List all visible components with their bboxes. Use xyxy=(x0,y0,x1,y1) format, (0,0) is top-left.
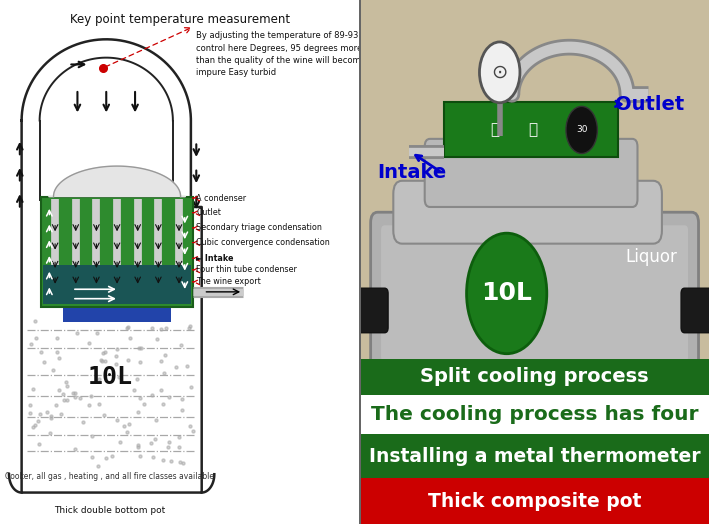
Text: Outlet: Outlet xyxy=(196,208,221,217)
Text: By adjusting the temperature of 89-93 fire
control here Degrees, 95 degrees more: By adjusting the temperature of 89-93 fi… xyxy=(196,31,375,77)
Text: Four thin tube condenser: Four thin tube condenser xyxy=(196,265,297,275)
Bar xyxy=(41,196,193,307)
Polygon shape xyxy=(49,166,186,196)
Bar xyxy=(360,478,709,524)
FancyBboxPatch shape xyxy=(357,288,388,333)
FancyBboxPatch shape xyxy=(681,288,709,333)
Circle shape xyxy=(467,233,547,354)
Text: The cooling process has four: The cooling process has four xyxy=(371,405,698,424)
Bar xyxy=(43,265,191,304)
FancyBboxPatch shape xyxy=(393,181,662,244)
Text: Cooker, all gas , heating , and all fire classes available: Cooker, all gas , heating , and all fire… xyxy=(6,472,214,482)
Bar xyxy=(360,359,709,395)
Bar xyxy=(360,434,709,478)
Text: 王: 王 xyxy=(528,123,537,137)
Bar xyxy=(63,308,171,322)
Text: Key point temperature measurement: Key point temperature measurement xyxy=(70,13,290,26)
Text: The wine export: The wine export xyxy=(196,277,261,287)
Text: Secondary triage condensation: Secondary triage condensation xyxy=(196,223,322,233)
FancyBboxPatch shape xyxy=(381,225,688,362)
Circle shape xyxy=(479,42,520,103)
Text: Split cooling process: Split cooling process xyxy=(420,367,649,386)
Bar xyxy=(360,395,709,434)
Circle shape xyxy=(566,106,598,154)
Text: Installing a metal thermometer: Installing a metal thermometer xyxy=(369,446,700,466)
Text: Thick composite pot: Thick composite pot xyxy=(428,492,641,511)
Text: Cubic convergence condensation: Cubic convergence condensation xyxy=(196,238,330,247)
Text: Outlet: Outlet xyxy=(615,95,684,114)
Text: 酒: 酒 xyxy=(490,123,499,137)
Text: ⊙: ⊙ xyxy=(491,63,508,82)
Text: 10L: 10L xyxy=(481,281,532,305)
Text: Intake: Intake xyxy=(378,163,447,182)
Bar xyxy=(360,0,709,359)
Text: 10L: 10L xyxy=(87,365,133,389)
Text: Liquor: Liquor xyxy=(625,248,677,266)
Text: 30: 30 xyxy=(576,125,588,135)
Text: A condenser: A condenser xyxy=(196,193,247,203)
FancyBboxPatch shape xyxy=(425,139,637,207)
Bar xyxy=(444,102,618,157)
FancyBboxPatch shape xyxy=(371,212,698,369)
Text: Thick double bottom pot: Thick double bottom pot xyxy=(54,506,165,516)
Text: ► Intake: ► Intake xyxy=(196,254,234,263)
